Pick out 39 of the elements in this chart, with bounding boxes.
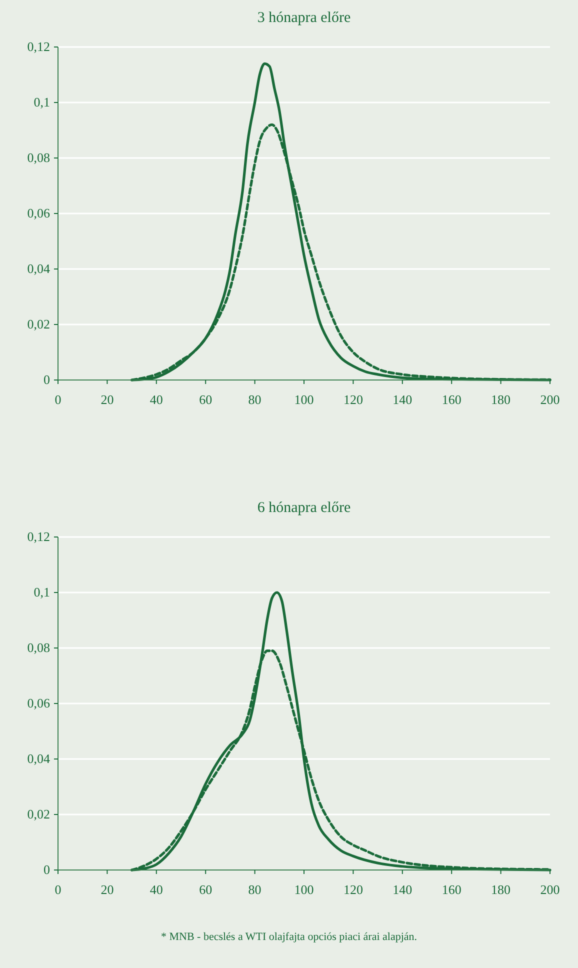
- x-tick-label: 160: [442, 882, 462, 897]
- y-tick-label: 0: [44, 372, 50, 387]
- x-tick-label: 20: [100, 882, 114, 897]
- y-tick-label: 0,06: [27, 696, 50, 710]
- x-tick-label: 180: [491, 392, 511, 407]
- x-tick-label: 100: [294, 882, 314, 897]
- x-tick-label: 200: [540, 392, 560, 407]
- text: * MNB - becslés a WTI olajfajta opciós piaci árai alapján.: [160, 931, 418, 943]
- x-tick-label: 160: [442, 392, 462, 407]
- x-tick-label: 20: [100, 392, 114, 407]
- y-tick-label: 0,1: [34, 94, 50, 110]
- y-tick-label: 0,1: [34, 584, 50, 600]
- y-tick-label: 0,02: [27, 316, 50, 332]
- x-tick-label: 80: [248, 882, 262, 897]
- y-tick-label: 0,12: [27, 529, 50, 544]
- y-tick-label: 0: [44, 862, 50, 877]
- x-tick-label: 140: [392, 392, 412, 407]
- x-tick-label: 100: [294, 392, 314, 407]
- y-tick-label: 0,06: [27, 206, 50, 220]
- x-tick-label: 40: [150, 882, 163, 897]
- y-tick-label: 0,04: [27, 261, 50, 276]
- chart-title: 3 hónapra előre: [257, 10, 351, 26]
- x-tick-label: 60: [199, 882, 212, 897]
- y-tick-label: 0,04: [27, 751, 50, 766]
- y-tick-label: 0,08: [27, 150, 50, 165]
- y-tick-label: 0,12: [27, 39, 50, 54]
- x-tick-label: 40: [150, 392, 163, 407]
- x-tick-label: 0: [54, 392, 62, 407]
- x-tick-label: 0: [54, 882, 62, 897]
- y-tick-label: 0,02: [27, 806, 50, 822]
- y-tick-label: 0,08: [27, 640, 50, 655]
- x-tick-label: 200: [540, 882, 560, 897]
- x-tick-label: 180: [491, 882, 511, 897]
- x-tick-label: 60: [199, 392, 212, 407]
- x-tick-label: 120: [343, 882, 363, 897]
- x-tick-label: 80: [248, 392, 262, 407]
- x-tick-label: 120: [343, 392, 363, 407]
- chart-title: 6 hónapra előre: [257, 500, 351, 516]
- x-tick-label: 140: [392, 882, 412, 897]
